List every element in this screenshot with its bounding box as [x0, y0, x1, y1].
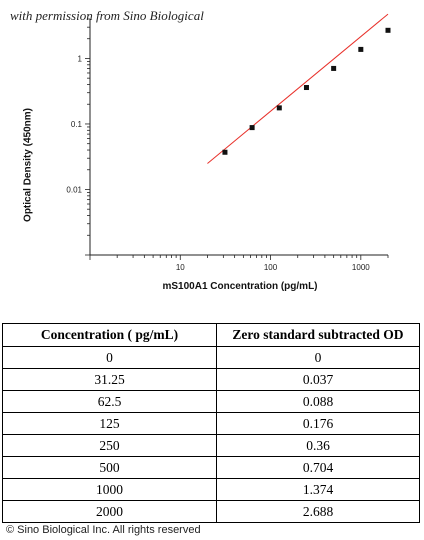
table-row: 1000 1.374	[2, 478, 420, 501]
table-row: 2000 2.688	[2, 500, 420, 523]
data-point	[385, 27, 391, 33]
table-row: 250 0.36	[2, 434, 420, 457]
fit-line-group	[207, 13, 389, 164]
y-axis-label: Optical Density (450nm)	[22, 108, 34, 222]
permission-note: with permission from Sino Biological	[10, 8, 204, 23]
y-tick-label: 0.1	[71, 120, 83, 129]
standard-curve-table: Concentration ( pg/mL) Zero standard sub…	[2, 323, 420, 523]
od-cell: 0.176	[216, 412, 420, 435]
od-cell: 0.704	[216, 456, 420, 479]
fit-line	[207, 13, 389, 164]
concentration-cell: 250	[2, 434, 217, 457]
od-cell: 2.688	[216, 500, 420, 523]
tick-labels: 10 100 1000 0.01 0.1 1	[66, 54, 370, 272]
x-tick-label: 100	[264, 263, 278, 272]
table-row: 125 0.176	[2, 412, 420, 435]
concentration-cell: 125	[2, 412, 217, 435]
table-header-row: Concentration ( pg/mL) Zero standard sub…	[2, 323, 420, 347]
y-tick-label: 1	[78, 54, 83, 63]
od-cell: 0.037	[216, 368, 420, 391]
x-tick-label: 10	[176, 263, 185, 272]
x-axis-label: mS100A1 Concentration (pg/mL)	[162, 281, 318, 292]
data-point	[249, 125, 255, 131]
data-point	[331, 65, 337, 71]
data-point	[222, 149, 228, 155]
concentration-cell: 62.5	[2, 390, 217, 413]
data-point	[276, 105, 282, 111]
table-row: 62.5 0.088	[2, 390, 420, 413]
od-cell: 1.374	[216, 478, 420, 501]
y-tick-label: 0.01	[66, 185, 82, 194]
od-cell: 0.088	[216, 390, 420, 413]
od-column-header: Zero standard subtracted OD	[216, 323, 420, 347]
copyright-text: © Sino Biological Inc. All rights reserv…	[6, 524, 201, 536]
concentration-cell: 31.25	[2, 368, 217, 391]
data-point	[303, 85, 309, 91]
data-points	[222, 27, 391, 155]
concentration-cell: 1000	[2, 478, 217, 501]
concentration-column-header: Concentration ( pg/mL)	[2, 323, 217, 347]
table-row: 500 0.704	[2, 456, 420, 479]
concentration-cell: 500	[2, 456, 217, 479]
od-cell: 0	[216, 346, 420, 369]
chart-axes	[85, 18, 389, 260]
table-row: 31.25 0.037	[2, 368, 420, 391]
standard-curve-chart: 10 100 1000 0.01 0.1 1	[66, 13, 391, 272]
concentration-cell: 0	[2, 346, 217, 369]
od-cell: 0.36	[216, 434, 420, 457]
x-tick-label: 1000	[352, 263, 370, 272]
concentration-cell: 2000	[2, 500, 217, 523]
data-point	[358, 46, 364, 52]
